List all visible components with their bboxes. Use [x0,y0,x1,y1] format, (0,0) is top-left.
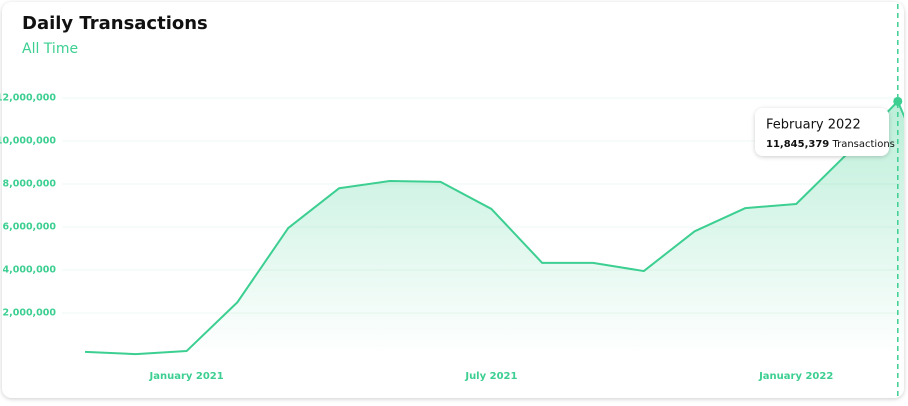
tooltip-unit: Transactions [831,139,894,150]
tooltip-box [755,108,889,156]
y-tick-label: 4,000,000 [3,265,57,276]
y-tick-label: 6,000,000 [3,222,57,233]
line [84,100,904,356]
tooltip-title: February 2022 [766,118,861,133]
tooltip-value: 11,845,379 [766,139,829,150]
x-tick-label: January 2021 [148,371,223,382]
tooltip: February 2022 11,845,379 Transactions [755,108,895,156]
x-tick-label: January 2022 [758,371,833,382]
y-tick-label: 2,000,000 [3,308,57,319]
x-tick-label: July 2021 [464,371,517,382]
y-tick-label: 12,000,000 [0,93,56,104]
chart-title: Daily Transactions [22,13,208,34]
chart-subtitle: All Time [22,41,78,57]
y-tick-label: 8,000,000 [3,179,57,190]
area [85,101,904,356]
y-tick-label: 10,000,000 [0,136,56,147]
hover-point [893,96,903,106]
plot [62,4,904,398]
tooltip-text: 11,845,379 Transactions [766,139,895,150]
